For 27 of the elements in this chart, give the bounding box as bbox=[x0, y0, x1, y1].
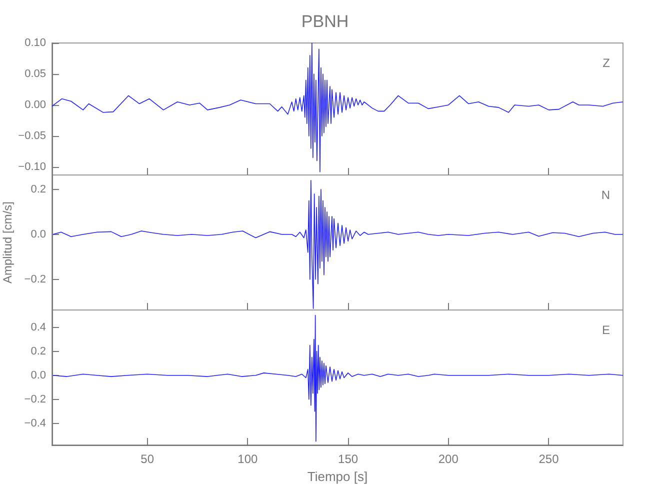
y-tick-label: 0.05 bbox=[24, 68, 46, 80]
y-axis-title: Amplitud [cm/s] bbox=[0, 201, 14, 284]
y-tick-label: 0.00 bbox=[24, 98, 46, 111]
x-tick-label: 150 bbox=[338, 452, 358, 466]
line-series bbox=[52, 180, 624, 310]
y-tick-label: −0.10 bbox=[18, 160, 46, 173]
x-tick-label: 200 bbox=[438, 452, 459, 466]
y-tick-label: 0.4 bbox=[30, 321, 46, 334]
y-tick-label: 0.0 bbox=[30, 228, 46, 240]
x-tick-label: 50 bbox=[140, 452, 154, 466]
y-tick-label: −0.05 bbox=[18, 130, 46, 142]
line-series bbox=[52, 314, 624, 442]
x-tick-label: 100 bbox=[238, 452, 258, 466]
y-tick-label: 0.2 bbox=[30, 183, 46, 196]
y-tick-label: 0.10 bbox=[24, 37, 46, 49]
y-tick-label: −0.4 bbox=[24, 417, 46, 430]
y-tick-label: −0.2 bbox=[24, 393, 46, 406]
annotation: N bbox=[601, 188, 610, 202]
y-tick-label: −0.2 bbox=[24, 273, 46, 286]
x-axis-title: Tiempo [s] bbox=[307, 468, 368, 484]
chart-title: PBNH bbox=[301, 12, 349, 31]
y-tick-label: 0.0 bbox=[30, 369, 46, 382]
annotation: Z bbox=[602, 56, 610, 70]
x-tick-label: 250 bbox=[538, 452, 560, 466]
y-tick-label: 0.2 bbox=[30, 345, 46, 358]
line-series bbox=[52, 42, 624, 172]
annotation: E bbox=[602, 323, 610, 337]
